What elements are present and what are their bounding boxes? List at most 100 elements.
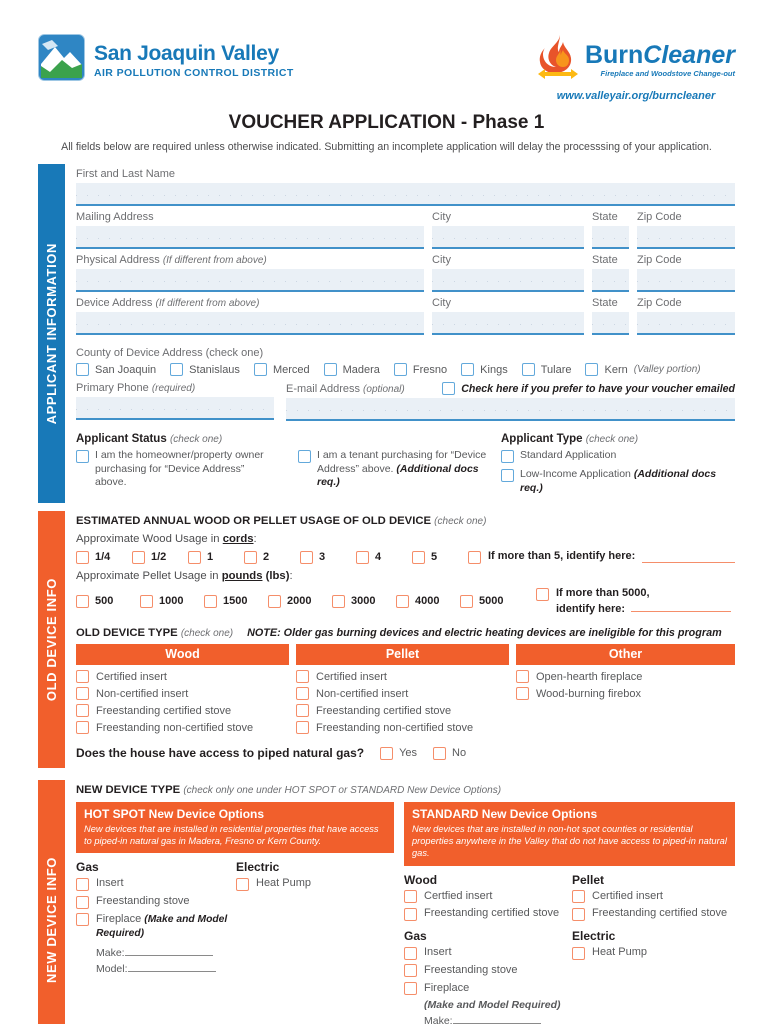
- checkbox[interactable]: [516, 687, 529, 701]
- physical-zip-input[interactable]: [637, 269, 735, 292]
- old-pellet-non-certified-insert[interactable]: Non-certified insert: [296, 687, 509, 701]
- std-gas-freestanding-stove[interactable]: Freestanding stove: [404, 964, 572, 978]
- checkbox[interactable]: [76, 363, 89, 376]
- email-voucher-checkbox[interactable]: Check here if you prefer to have your vo…: [442, 382, 735, 395]
- checkbox[interactable]: [501, 469, 514, 482]
- county-option-san-joaquin[interactable]: San Joaquin: [76, 363, 156, 376]
- pellet-usage-5000[interactable]: 5000: [460, 594, 524, 608]
- wood-usage-1[interactable]: 1: [188, 550, 244, 564]
- mailing-address-input[interactable]: [76, 226, 424, 249]
- device-state-input[interactable]: [592, 312, 629, 335]
- checkbox[interactable]: [404, 946, 417, 960]
- checkbox[interactable]: [298, 450, 311, 463]
- std-gas-insert[interactable]: Insert: [404, 946, 572, 960]
- natural-gas-yes[interactable]: Yes: [380, 746, 417, 760]
- hot-gas-freestanding-stove[interactable]: Freestanding stove: [76, 895, 236, 909]
- checkbox[interactable]: [468, 551, 481, 565]
- checkbox[interactable]: [332, 594, 345, 608]
- checkbox[interactable]: [76, 895, 89, 909]
- pellet-usage-2000[interactable]: 2000: [268, 594, 332, 608]
- checkbox[interactable]: [76, 704, 89, 718]
- physical-address-input[interactable]: [76, 269, 424, 292]
- county-option-kings[interactable]: Kings: [461, 363, 508, 376]
- std-wood-certified-insert[interactable]: Certfied insert: [404, 890, 572, 904]
- checkbox[interactable]: [76, 877, 89, 891]
- checkbox[interactable]: [404, 907, 417, 921]
- physical-state-input[interactable]: [592, 269, 629, 292]
- pellet-usage-500[interactable]: 500: [76, 594, 140, 608]
- wood-usage-half[interactable]: 1/2: [132, 550, 188, 564]
- county-option-tulare[interactable]: Tulare: [521, 363, 571, 376]
- checkbox[interactable]: [433, 746, 447, 760]
- checkbox[interactable]: [76, 594, 89, 608]
- checkbox[interactable]: [170, 363, 184, 376]
- type-option-low-income[interactable]: Low-Income Application (Additional docs …: [501, 468, 735, 495]
- county-option-stanislaus[interactable]: Stanislaus: [170, 363, 240, 376]
- old-pellet-freestanding-certified[interactable]: Freestanding certified stove: [296, 704, 509, 718]
- physical-city-input[interactable]: [432, 269, 584, 292]
- old-pellet-freestanding-non-certified[interactable]: Freestanding non-certified stove: [296, 721, 509, 735]
- checkbox[interactable]: [236, 877, 249, 891]
- pellet-usage-1500[interactable]: 1500: [204, 594, 268, 608]
- checkbox[interactable]: [76, 687, 89, 701]
- wood-usage-2[interactable]: 2: [244, 550, 300, 564]
- checkbox[interactable]: [521, 363, 535, 376]
- checkbox[interactable]: [412, 550, 425, 564]
- phone-input[interactable]: [76, 397, 274, 420]
- checkbox[interactable]: [393, 363, 407, 376]
- email-input[interactable]: [286, 398, 735, 421]
- name-input[interactable]: [76, 183, 735, 206]
- pellet-usage-1000[interactable]: 1000: [140, 594, 204, 608]
- checkbox[interactable]: [76, 913, 89, 927]
- checkbox[interactable]: [76, 670, 89, 684]
- checkbox[interactable]: [572, 890, 585, 904]
- checkbox[interactable]: [356, 550, 369, 564]
- hot-electric-heat-pump[interactable]: Heat Pump: [236, 877, 394, 891]
- checkbox[interactable]: [536, 588, 549, 602]
- checkbox[interactable]: [501, 450, 514, 463]
- checkbox[interactable]: [204, 594, 217, 608]
- old-other-wood-firebox[interactable]: Wood-burning firebox: [516, 687, 735, 701]
- mailing-state-input[interactable]: [592, 226, 629, 249]
- checkbox[interactable]: [244, 550, 257, 564]
- county-option-kern[interactable]: Kern (Valley portion): [585, 363, 701, 376]
- std-make-field[interactable]: [452, 1013, 541, 1024]
- std-pellet-freestanding-certified[interactable]: Freestanding certified stove: [572, 907, 735, 921]
- old-wood-non-certified-insert[interactable]: Non-certified insert: [76, 687, 289, 701]
- status-option-tenant[interactable]: I am a tenant purchasing for “Device Add…: [298, 449, 488, 490]
- device-zip-input[interactable]: [637, 312, 735, 335]
- checkbox[interactable]: [516, 670, 529, 684]
- old-other-open-hearth[interactable]: Open-hearth fireplace: [516, 670, 735, 684]
- checkbox[interactable]: [76, 550, 89, 564]
- pellet-usage-3000[interactable]: 3000: [332, 594, 396, 608]
- old-wood-freestanding-certified[interactable]: Freestanding certified stove: [76, 704, 289, 718]
- mailing-zip-input[interactable]: [637, 226, 735, 249]
- wood-usage-3[interactable]: 3: [300, 550, 356, 564]
- checkbox[interactable]: [76, 450, 89, 463]
- std-electric-heat-pump[interactable]: Heat Pump: [572, 946, 735, 960]
- checkbox[interactable]: [380, 746, 394, 760]
- checkbox[interactable]: [296, 687, 309, 701]
- checkbox[interactable]: [253, 363, 267, 376]
- checkbox[interactable]: [404, 964, 417, 978]
- type-option-standard[interactable]: Standard Application: [501, 449, 735, 463]
- wood-usage-quarter[interactable]: 1/4: [76, 550, 132, 564]
- pellet-usage-4000[interactable]: 4000: [396, 594, 460, 608]
- natural-gas-no[interactable]: No: [433, 746, 466, 760]
- checkbox[interactable]: [404, 982, 417, 996]
- checkbox[interactable]: [572, 946, 585, 960]
- old-wood-freestanding-non-certified[interactable]: Freestanding non-certified stove: [76, 721, 289, 735]
- hot-model-field[interactable]: [127, 961, 216, 972]
- checkbox[interactable]: [396, 594, 409, 608]
- checkbox[interactable]: [461, 363, 475, 376]
- std-wood-freestanding-certified[interactable]: Freestanding certified stove: [404, 907, 572, 921]
- std-pellet-certified-insert[interactable]: Certified insert: [572, 890, 735, 904]
- hot-make-field[interactable]: [124, 945, 213, 956]
- county-option-fresno[interactable]: Fresno: [393, 363, 447, 376]
- device-address-input[interactable]: [76, 312, 424, 335]
- checkbox[interactable]: [132, 550, 145, 564]
- checkbox[interactable]: [268, 594, 281, 608]
- checkbox[interactable]: [296, 704, 309, 718]
- wood-usage-more-field[interactable]: [642, 550, 735, 564]
- checkbox[interactable]: [188, 550, 201, 564]
